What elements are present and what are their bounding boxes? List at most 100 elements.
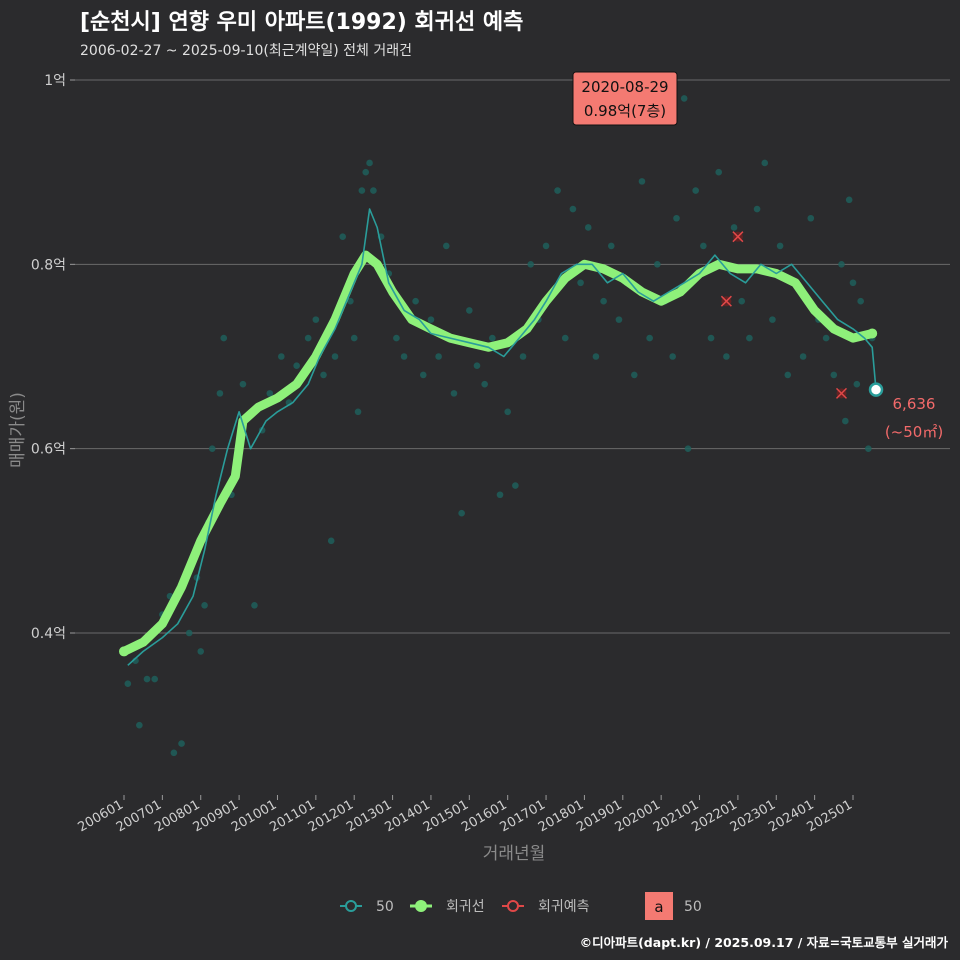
trade-point <box>350 334 358 342</box>
trade-point <box>124 680 132 687</box>
trade-point <box>761 159 769 167</box>
trade-point <box>692 187 699 194</box>
trade-point <box>304 334 312 342</box>
trade-point <box>435 353 442 360</box>
trade-point <box>615 316 623 323</box>
trade-point <box>358 187 366 194</box>
legend-forecast-label: 회귀예측 <box>538 899 590 915</box>
trade-point <box>278 353 285 360</box>
trade-point <box>542 242 550 250</box>
trade-point <box>680 95 688 102</box>
trade-point <box>842 417 849 425</box>
trade-point <box>807 214 815 222</box>
trade-point <box>865 445 872 452</box>
legend-regression-label: 회귀선 <box>446 899 485 915</box>
last-trade-point <box>868 382 884 397</box>
trade-point <box>393 334 400 342</box>
trade-point <box>419 371 427 379</box>
trade-point <box>577 279 584 287</box>
trade-point <box>293 362 300 370</box>
trade-points <box>124 95 876 757</box>
trade-point <box>838 261 845 268</box>
trade-point <box>684 445 692 452</box>
trade-point <box>799 353 807 360</box>
trade-point <box>266 390 274 397</box>
regression-path <box>119 250 877 656</box>
trade-point <box>151 675 158 683</box>
trade-point <box>412 297 419 305</box>
trade-point <box>561 334 569 342</box>
forecast-cross <box>720 295 732 307</box>
y-tick-label: 0.8억 <box>31 257 66 273</box>
last-area-label: (~50㎡) <box>885 423 943 441</box>
trade-point <box>496 491 504 499</box>
trade-point <box>845 196 853 204</box>
trade-point <box>450 390 458 397</box>
trade-point <box>554 187 561 194</box>
trade-point <box>197 648 205 655</box>
trade-point <box>700 242 707 250</box>
trade-point <box>631 371 638 379</box>
x-axis-ticks: 2006012007012008012009012010012011012012… <box>76 795 855 835</box>
trade-point <box>362 168 370 176</box>
top-annotation: 2020-08-29 0.98억(7층) <box>572 71 678 126</box>
forecast-markers <box>720 231 848 399</box>
trade-point <box>312 316 320 323</box>
trade-point <box>857 297 864 305</box>
forecast-cross <box>835 387 848 399</box>
trade-point <box>512 482 519 489</box>
x-axis-title: 거래년월 <box>483 844 546 864</box>
trade-point <box>481 380 488 388</box>
trade-point <box>458 509 465 517</box>
trade-point <box>178 740 185 747</box>
top-annotation-box <box>572 71 678 126</box>
moving-average-path <box>127 208 877 666</box>
legend-text-key: a 50 <box>645 892 702 920</box>
trade-point <box>220 334 228 342</box>
trade-point <box>239 380 247 388</box>
trade-point <box>504 408 511 416</box>
trade-point <box>327 537 335 545</box>
top-annotation-date: 2020-08-29 <box>581 78 668 96</box>
trade-point <box>584 224 592 231</box>
trade-point <box>527 261 535 268</box>
trade-point <box>473 362 481 370</box>
trade-point <box>400 353 408 360</box>
legend-text-key-label: 50 <box>684 899 702 915</box>
trade-point <box>339 233 347 240</box>
y-axis-ticks: 0.4억 0.6억 0.8억 1억 <box>31 73 75 642</box>
trade-point <box>646 334 653 342</box>
trade-point <box>730 224 738 231</box>
trade-point <box>769 316 776 323</box>
regression-line <box>119 250 878 657</box>
legend-text-key-letter: a <box>654 898 663 916</box>
trade-point <box>442 242 450 250</box>
trade-point <box>366 159 373 167</box>
y-tick-label: 1억 <box>44 73 66 89</box>
trade-point <box>830 371 838 379</box>
trade-point <box>489 334 496 342</box>
trade-point <box>143 675 151 683</box>
legend-regression: 회귀선 <box>410 899 485 915</box>
grid-lines <box>75 79 950 634</box>
trade-point <box>784 371 792 379</box>
trade-point <box>715 168 723 176</box>
forecast-cross <box>732 231 744 243</box>
trade-point <box>849 279 857 287</box>
trade-point <box>738 297 746 305</box>
trade-point <box>746 334 753 342</box>
trade-point <box>569 205 577 213</box>
trade-point <box>251 602 258 609</box>
trade-point <box>320 371 327 379</box>
trade-point <box>853 380 861 388</box>
trade-point <box>427 316 435 323</box>
trade-point <box>136 721 143 729</box>
trade-point <box>723 353 730 360</box>
trade-point <box>776 242 784 250</box>
trade-point <box>592 353 600 360</box>
y-tick-label: 0.4억 <box>31 626 66 642</box>
trade-point <box>216 390 224 397</box>
moving-average-line <box>127 208 877 666</box>
legend-text-key-box <box>645 892 673 920</box>
trade-point <box>208 445 216 452</box>
